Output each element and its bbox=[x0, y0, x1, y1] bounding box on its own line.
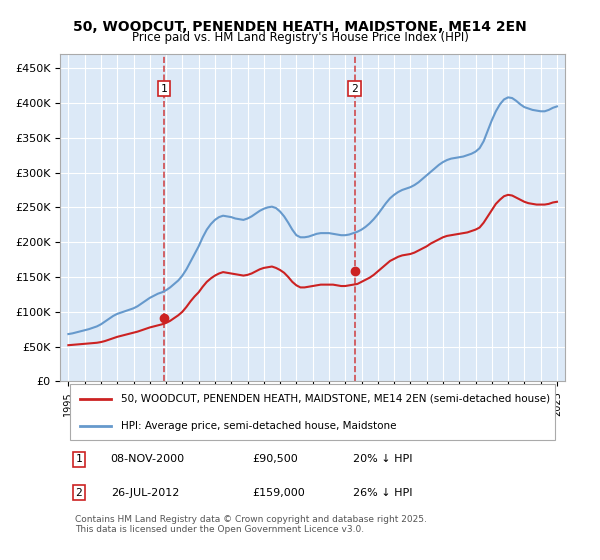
Text: Contains HM Land Registry data © Crown copyright and database right 2025.
This d: Contains HM Land Registry data © Crown c… bbox=[76, 515, 427, 534]
Text: £90,500: £90,500 bbox=[252, 454, 298, 464]
Text: 50, WOODCUT, PENENDEN HEATH, MAIDSTONE, ME14 2EN (semi-detached house): 50, WOODCUT, PENENDEN HEATH, MAIDSTONE, … bbox=[121, 394, 550, 404]
Text: 1: 1 bbox=[160, 83, 167, 94]
Text: Price paid vs. HM Land Registry's House Price Index (HPI): Price paid vs. HM Land Registry's House … bbox=[131, 31, 469, 44]
Text: 2: 2 bbox=[351, 83, 358, 94]
FancyBboxPatch shape bbox=[70, 385, 555, 440]
Text: £159,000: £159,000 bbox=[252, 488, 305, 498]
Text: 26-JUL-2012: 26-JUL-2012 bbox=[111, 488, 179, 498]
Text: 26% ↓ HPI: 26% ↓ HPI bbox=[353, 488, 413, 498]
Text: 20% ↓ HPI: 20% ↓ HPI bbox=[353, 454, 413, 464]
Text: 2: 2 bbox=[76, 488, 82, 498]
Text: HPI: Average price, semi-detached house, Maidstone: HPI: Average price, semi-detached house,… bbox=[121, 421, 397, 431]
Text: 50, WOODCUT, PENENDEN HEATH, MAIDSTONE, ME14 2EN: 50, WOODCUT, PENENDEN HEATH, MAIDSTONE, … bbox=[73, 20, 527, 34]
Text: 1: 1 bbox=[76, 454, 82, 464]
Text: 08-NOV-2000: 08-NOV-2000 bbox=[111, 454, 185, 464]
